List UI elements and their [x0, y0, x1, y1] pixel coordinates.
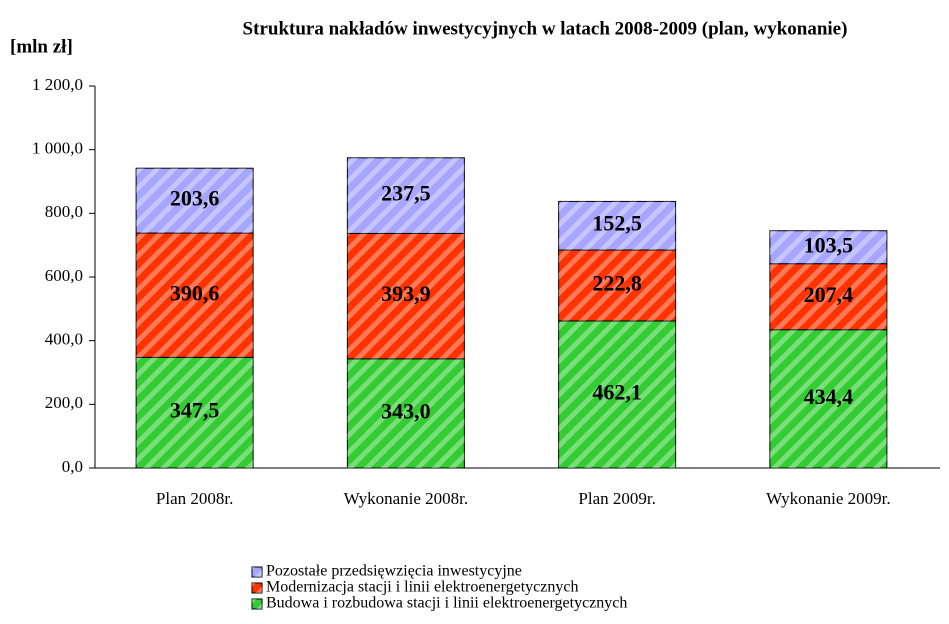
value-label: 462,1: [592, 379, 642, 404]
bar-hatch: [558, 320, 676, 468]
bar-hatch: [136, 357, 254, 468]
legend-hatch: [252, 567, 262, 577]
y-tick-label: 0,0: [62, 457, 83, 476]
legend-label: Budowa i rozbudowa stacji i linii elektr…: [266, 595, 627, 612]
bar-hatch: [769, 263, 887, 330]
y-axis-label: [mln zł]: [10, 36, 73, 57]
y-tick-label: 200,0: [45, 393, 83, 412]
bar-hatch: [558, 249, 676, 321]
value-label: 103,5: [804, 232, 854, 257]
bar-hatch: [769, 230, 887, 264]
y-tick-label: 1 200,0: [32, 75, 83, 94]
legend-label: Pozostałe przedsięwzięcia inwestycyjne: [266, 563, 522, 580]
value-label: 203,6: [170, 186, 220, 211]
bar-hatch: [347, 233, 465, 359]
legend-label: Modernizacja stacji i linii elektroenerg…: [266, 579, 578, 596]
x-tick-label: Plan 2009r.: [578, 489, 655, 508]
bar-hatch: [136, 233, 254, 358]
chart-title: Struktura nakładów inwestycyjnych w lata…: [243, 18, 848, 39]
y-tick-label: 1 000,0: [32, 139, 83, 158]
legend-hatch: [252, 599, 262, 609]
y-tick-label: 600,0: [45, 266, 83, 285]
value-label: 222,8: [592, 270, 642, 295]
value-label: 390,6: [170, 280, 220, 305]
x-tick-label: Wykonanie 2009r.: [766, 489, 891, 508]
value-label: 152,5: [592, 211, 642, 236]
x-tick-label: Plan 2008r.: [156, 489, 233, 508]
value-label: 347,5: [170, 398, 220, 423]
bar-hatch: [769, 329, 887, 468]
x-tick-label: Wykonanie 2008r.: [344, 489, 469, 508]
value-label: 237,5: [381, 181, 431, 206]
value-label: 393,9: [381, 281, 431, 306]
bar-hatch: [136, 168, 254, 234]
y-tick-label: 400,0: [45, 330, 83, 349]
value-label: 207,4: [804, 282, 854, 307]
legend-hatch: [252, 583, 262, 593]
bar-hatch: [347, 157, 465, 234]
value-label: 343,0: [381, 398, 431, 423]
bar-hatch: [558, 201, 676, 250]
bar-hatch: [347, 358, 465, 468]
y-tick-label: 800,0: [45, 202, 83, 221]
value-label: 434,4: [804, 384, 854, 409]
